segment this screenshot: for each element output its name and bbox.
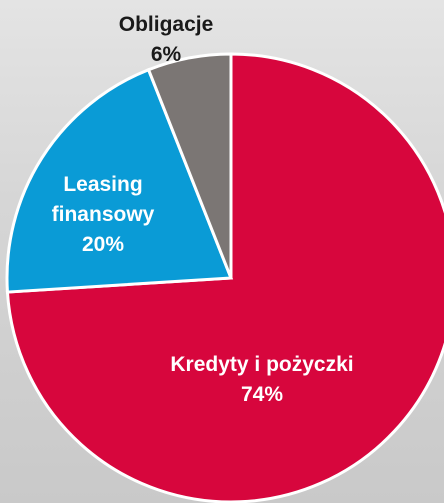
value-label: 20% [81,233,125,256]
slice-label: Kredyty i pożyczki 74% [132,350,392,410]
pie-slice [5,52,444,503]
slice-label: Obligacje 6% [96,10,236,70]
slice-label: Leasing finansowy 20% [43,170,163,260]
value-label: 74% [240,383,284,406]
category-label: Leasing finansowy [51,173,155,226]
value-label: 6% [150,43,182,66]
pie-slice [5,67,234,294]
pie-slice [146,52,233,279]
category-label: Obligacje [118,13,214,36]
category-label: Kredyty i pożyczki [170,353,354,376]
